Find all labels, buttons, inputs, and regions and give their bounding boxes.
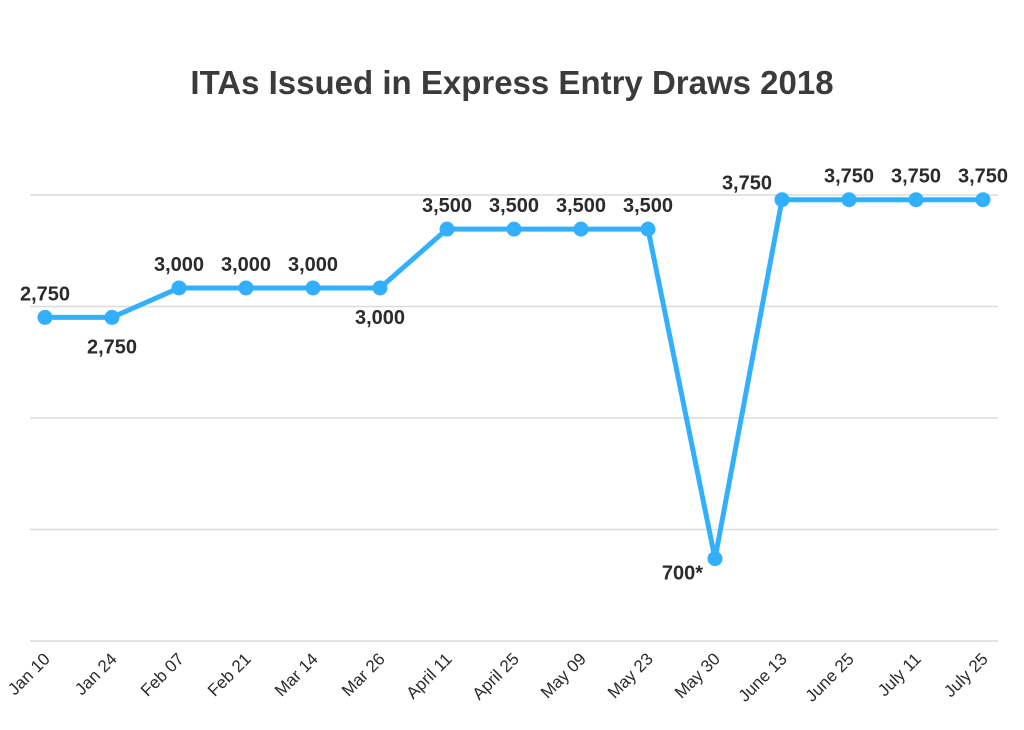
data-label: 2,750: [87, 336, 137, 358]
data-point: [104, 309, 120, 325]
x-tick-label: May 23: [604, 649, 657, 702]
x-tick-label: May 09: [537, 649, 590, 702]
x-tick-label: Jan 24: [71, 649, 121, 699]
x-tick-label: April 25: [469, 649, 523, 703]
data-point: [305, 280, 321, 296]
data-point: [573, 221, 589, 237]
data-point: [774, 192, 790, 208]
data-label: 3,500: [623, 195, 673, 217]
data-label: 3,750: [824, 166, 874, 188]
data-label: 3,000: [355, 307, 405, 329]
data-point: [707, 551, 723, 567]
data-point: [975, 192, 991, 208]
data-point: [171, 280, 187, 296]
data-point: [908, 192, 924, 208]
data-point: [372, 280, 388, 296]
x-tick-label: June 25: [802, 649, 858, 705]
x-tick-label: July 25: [940, 649, 992, 701]
data-point: [439, 221, 455, 237]
data-point: [841, 192, 857, 208]
x-tick-label: Feb 07: [137, 649, 188, 700]
data-point: [506, 221, 522, 237]
x-tick-label: Mar 26: [338, 649, 389, 700]
data-point: [238, 280, 254, 296]
x-tick-label: May 30: [671, 649, 724, 702]
x-tick-label: Mar 14: [271, 649, 322, 700]
x-tick-label: Jan 10: [4, 649, 54, 699]
x-tick-label: Feb 21: [204, 649, 255, 700]
data-label: 3,000: [221, 254, 271, 276]
x-tick-label: April 11: [403, 649, 456, 702]
chart-title: ITAs Issued in Express Entry Draws 2018: [190, 64, 834, 101]
x-tick-label: July 11: [874, 649, 925, 700]
data-label: 3,500: [556, 195, 606, 217]
data-label: 2,750: [20, 283, 70, 305]
data-label: 3,750: [722, 173, 772, 195]
data-point: [640, 221, 656, 237]
data-label: 3,750: [891, 166, 941, 188]
data-label: 3,500: [489, 195, 539, 217]
data-label: 700*: [662, 563, 703, 585]
data-point: [37, 309, 53, 325]
data-label: 3,000: [288, 254, 338, 276]
data-label: 3,500: [422, 195, 472, 217]
data-label: 3,000: [154, 254, 204, 276]
x-tick-label: June 13: [735, 649, 791, 705]
data-label: 3,750: [958, 166, 1008, 188]
